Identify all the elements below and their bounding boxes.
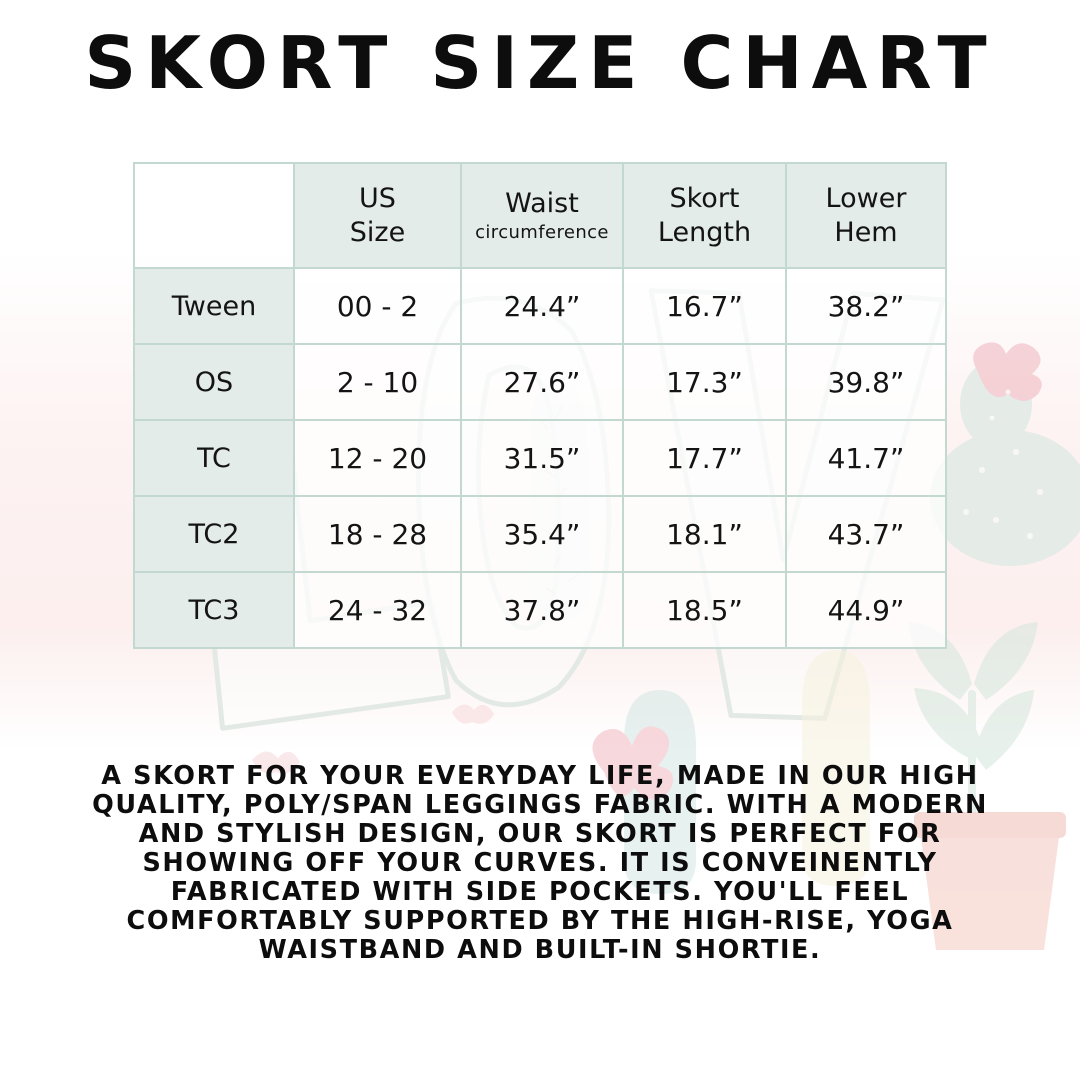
column-header-us-size-line2: Size [349,216,406,248]
table-header-row: US Size Waist circumference Skort Length… [133,162,947,269]
cell-os-waist: 27.6” [460,343,624,421]
description-line: COMFORTABLY SUPPORTED BY THE HIGH-RISE, … [126,906,954,936]
product-description: A SKORT FOR YOUR EVERYDAY LIFE, MADE IN … [60,762,1020,965]
description-line: AND STYLISH DESIGN, OUR SKORT IS PERFECT… [138,819,942,849]
cell-tc3-lower-hem: 44.9” [785,571,947,649]
column-header-waist-sub: circumference [475,221,609,243]
row-label-tc: TC [133,419,295,497]
column-header-lower-hem: Lower Hem [785,162,947,269]
cell-tc-us-size: 12 - 20 [293,419,462,497]
column-header-us-size-line1: US [359,182,396,214]
cell-tween-us-size: 00 - 2 [293,267,462,345]
cell-tc-lower-hem: 41.7” [785,419,947,497]
cell-tc2-us-size: 18 - 28 [293,495,462,573]
page-title: SKORT SIZE CHART [84,21,996,105]
cell-os-skort-length: 17.3” [622,343,787,421]
description-line: SHOWING OFF YOUR CURVES. IT IS CONVEINEN… [142,848,938,878]
cell-tc2-skort-length: 18.1” [622,495,787,573]
table-row: TC3 24 - 32 37.8” 18.5” 44.9” [133,571,947,649]
row-label-tc3: TC3 [133,571,295,649]
table-row: TC2 18 - 28 35.4” 18.1” 43.7” [133,495,947,573]
column-header-skort-length-line1: Skort [669,182,740,214]
cell-tc2-waist: 35.4” [460,495,624,573]
description-line: QUALITY, POLY/SPAN LEGGINGS FABRIC. WITH… [92,790,988,820]
description-line: WAISTBAND AND BUILT-IN SHORTIE. [258,935,822,965]
cell-tc3-skort-length: 18.5” [622,571,787,649]
row-label-os: OS [133,343,295,421]
row-label-tc2: TC2 [133,495,295,573]
description-line: FABRICATED WITH SIDE POCKETS. YOU'LL FEE… [170,877,910,907]
cell-tc-skort-length: 17.7” [622,419,787,497]
column-header-skort-length: Skort Length [622,162,787,269]
table-row: TC 12 - 20 31.5” 17.7” 41.7” [133,419,947,497]
column-header-us-size: US Size [293,162,462,269]
cell-tc3-waist: 37.8” [460,571,624,649]
description-line: A SKORT FOR YOUR EVERYDAY LIFE, MADE IN … [101,761,979,791]
size-chart-table: US Size Waist circumference Skort Length… [133,162,947,649]
cell-os-us-size: 2 - 10 [293,343,462,421]
cell-tween-lower-hem: 38.2” [785,267,947,345]
row-label-tween: Tween [133,267,295,345]
column-header-lower-hem-line2: Hem [834,216,898,248]
cell-tc-waist: 31.5” [460,419,624,497]
table-row: OS 2 - 10 27.6” 17.3” 39.8” [133,343,947,421]
column-header-lower-hem-line1: Lower [825,182,907,214]
cell-tween-waist: 24.4” [460,267,624,345]
column-header-waist-line1: Waist [505,187,579,219]
cell-tc2-lower-hem: 43.7” [785,495,947,573]
table-row: Tween 00 - 2 24.4” 16.7” 38.2” [133,267,947,345]
column-header-waist: Waist circumference [460,162,624,269]
cell-tween-skort-length: 16.7” [622,267,787,345]
cell-tc3-us-size: 24 - 32 [293,571,462,649]
cell-os-lower-hem: 39.8” [785,343,947,421]
column-header-skort-length-line2: Length [657,216,752,248]
table-corner-blank [133,162,295,269]
